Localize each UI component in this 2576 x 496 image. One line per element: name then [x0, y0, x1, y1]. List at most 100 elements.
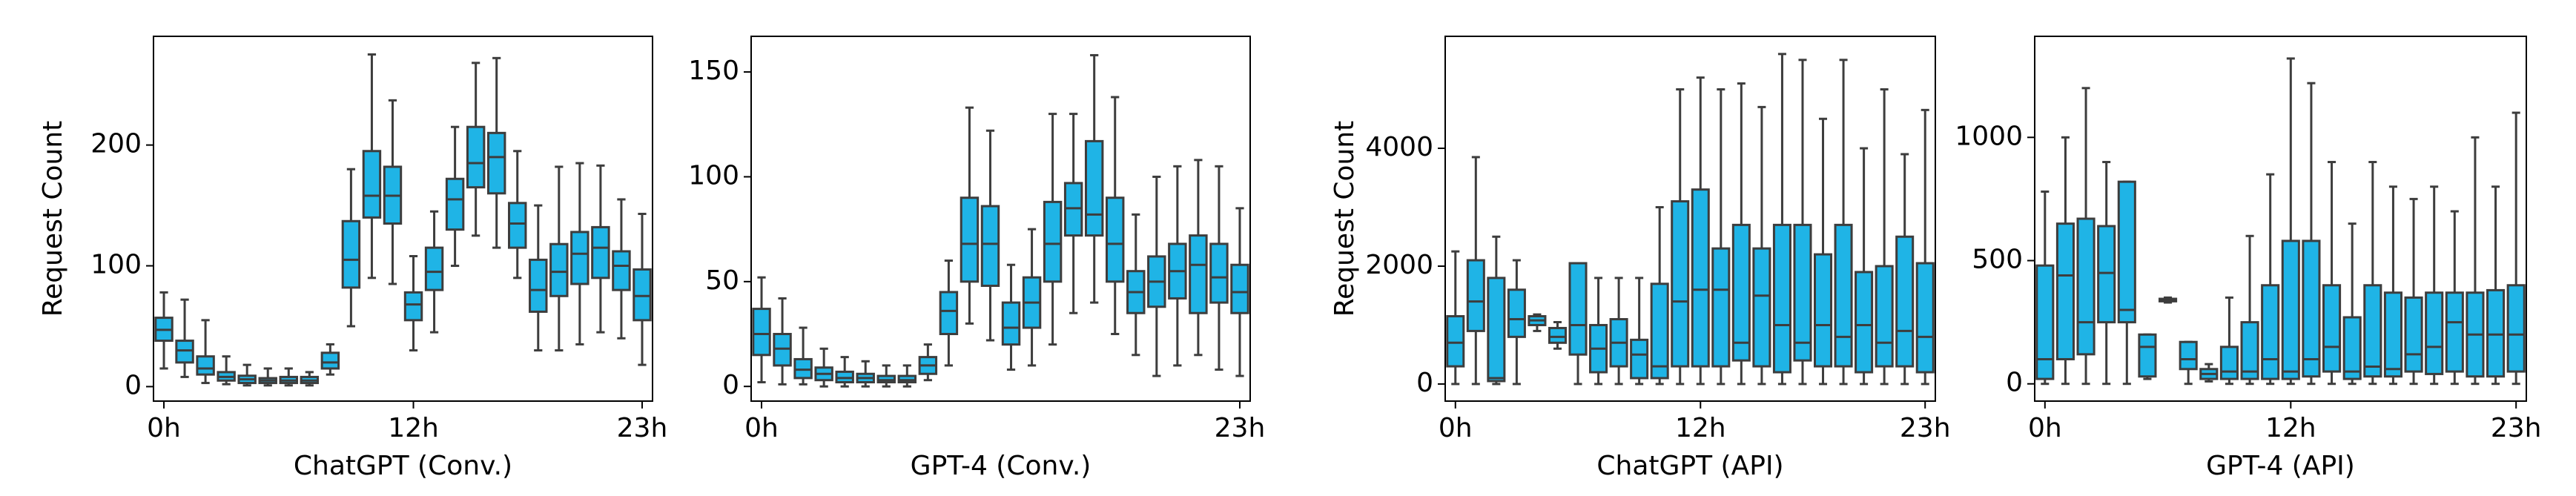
x-axis-label: ChatGPT (Conv.) [294, 451, 512, 481]
box [196, 355, 215, 376]
y-tick-label: 2000 [1365, 250, 1433, 280]
plot-frame [2034, 36, 2527, 402]
plot-frame [1444, 36, 1936, 402]
box [1691, 188, 1710, 368]
y-tick-label: 0 [722, 370, 739, 400]
box [486, 131, 506, 195]
box [424, 246, 444, 291]
x-tick-label: 0h [2028, 413, 2062, 443]
x-axis-label: GPT-4 (Conv.) [911, 451, 1092, 481]
x-axis-label: GPT-4 (API) [2206, 451, 2355, 481]
box [2035, 264, 2055, 380]
box [529, 258, 548, 313]
box [2322, 284, 2342, 373]
box [2219, 345, 2239, 380]
plot-frame [750, 36, 1251, 402]
plot-frame [153, 36, 653, 402]
x-tick-label: 0h [1439, 413, 1473, 443]
x-tick-label: 23h [2491, 413, 2542, 443]
y-tick-label: 1000 [1955, 121, 2023, 151]
x-tick-label: 23h [617, 413, 668, 443]
box [466, 125, 486, 189]
box [1487, 277, 1506, 383]
y-tick-label: 0 [125, 370, 142, 400]
y-tick-label: 0 [2006, 368, 2023, 398]
box [1189, 234, 1208, 314]
x-tick-label: 0h [147, 413, 181, 443]
box [1814, 253, 1833, 368]
box [1466, 259, 1485, 332]
box [939, 291, 959, 336]
box [2076, 217, 2096, 356]
box [1875, 265, 1894, 368]
box [1230, 263, 1249, 314]
x-tick-label: 23h [1215, 413, 1266, 443]
box [2138, 333, 2157, 378]
box [2383, 291, 2402, 378]
x-tick-label: 12h [388, 413, 439, 443]
box [1772, 223, 1791, 374]
box [591, 225, 610, 280]
box [2261, 284, 2280, 380]
y-tick-label: 4000 [1365, 132, 1433, 162]
y-axis-label: Request Count [38, 121, 68, 317]
box [362, 150, 382, 219]
box [980, 205, 1000, 287]
box [1895, 235, 1915, 368]
box [2425, 291, 2444, 375]
box [1915, 262, 1935, 374]
box [341, 219, 361, 289]
box [2404, 296, 2423, 373]
box [2302, 239, 2321, 378]
box [508, 202, 527, 249]
box [2117, 180, 2136, 324]
box [1711, 247, 1731, 368]
box [2055, 222, 2075, 360]
box [403, 291, 423, 322]
box [1106, 196, 1125, 283]
box [320, 351, 340, 370]
y-tick-label: 150 [688, 56, 739, 86]
y-tick-label: 100 [90, 250, 142, 280]
box [1752, 247, 1771, 368]
box [445, 177, 465, 231]
box [2342, 316, 2362, 380]
box [2097, 225, 2116, 324]
x-tick-label: 23h [1900, 413, 1951, 443]
box [2445, 291, 2464, 373]
box [1001, 301, 1021, 346]
y-tick-label: 100 [688, 160, 739, 191]
y-tick-label: 500 [1972, 245, 2023, 275]
x-tick-label: 0h [744, 413, 779, 443]
box [633, 268, 652, 322]
y-tick-label: 50 [705, 265, 739, 296]
box [752, 308, 771, 357]
box [2240, 321, 2259, 380]
box [1084, 139, 1104, 237]
box [1507, 288, 1526, 338]
x-tick-label: 12h [1675, 413, 1726, 443]
box [1548, 326, 1567, 344]
box [2486, 288, 2506, 378]
box [1568, 262, 1588, 356]
box [549, 242, 569, 297]
box [960, 196, 980, 283]
box [1446, 315, 1465, 368]
box [1855, 271, 1874, 374]
x-tick-label: 12h [2265, 413, 2316, 443]
y-axis-label: Request Count [1330, 121, 1360, 317]
box [1209, 242, 1229, 304]
x-axis-label: ChatGPT (API) [1596, 451, 1783, 481]
box [1630, 338, 1649, 380]
box [175, 340, 194, 364]
y-tick-label: 200 [90, 129, 142, 159]
box [1731, 223, 1751, 362]
box [1793, 223, 1812, 362]
box [2506, 284, 2526, 373]
box [1671, 200, 1690, 368]
box [1650, 282, 1669, 380]
box [1043, 200, 1063, 283]
box [2363, 284, 2382, 378]
box [570, 231, 589, 285]
